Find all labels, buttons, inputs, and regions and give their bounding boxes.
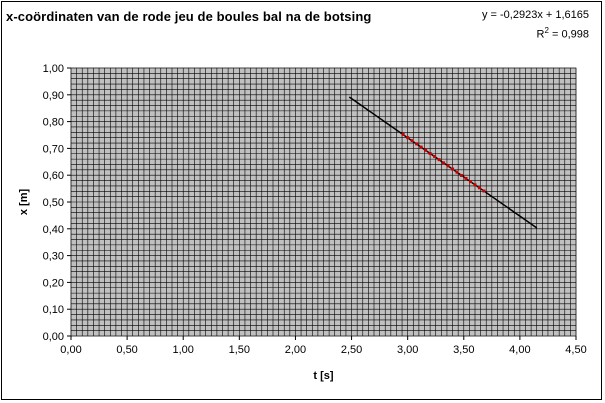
x-tick-label: 2,00	[285, 344, 306, 356]
data-point	[401, 132, 405, 136]
data-point	[477, 186, 481, 190]
trendline-equation: y = -0,2923x + 1,6165 R2 = 0,998	[482, 8, 589, 43]
data-point	[455, 170, 459, 174]
y-axis-label: x [m]	[18, 189, 30, 216]
data-point	[415, 142, 419, 146]
data-point	[424, 148, 428, 152]
y-tick-label: 0,70	[43, 143, 64, 155]
y-tick-label: 0,30	[43, 251, 64, 263]
data-point	[460, 173, 464, 177]
x-tick-label: 3,50	[453, 344, 474, 356]
y-tick-label: 1,00	[43, 63, 64, 75]
y-tick-label: 0,60	[43, 170, 64, 182]
x-tick-label: 1,50	[229, 344, 250, 356]
x-tick-label: 2,50	[341, 344, 362, 356]
data-point	[446, 164, 450, 168]
data-point	[473, 183, 477, 187]
data-point	[451, 167, 455, 171]
x-tick-label: 4,50	[565, 344, 586, 356]
y-tick-label: 0,40	[43, 224, 64, 236]
y-tick-label: 0,10	[43, 304, 64, 316]
data-point	[419, 145, 423, 149]
x-tick-label: 0,00	[60, 344, 81, 356]
x-tick-label: 4,00	[509, 344, 530, 356]
r-squared-value: = 0,998	[548, 28, 589, 41]
data-point	[437, 158, 441, 162]
y-tick-label: 0,90	[43, 90, 64, 102]
data-point	[406, 136, 410, 140]
data-point	[482, 189, 486, 193]
grid	[70, 67, 577, 337]
data-point	[442, 161, 446, 165]
r-squared-label: R	[536, 28, 545, 41]
trendline-equation-text: y = -0,2923x + 1,6165	[481, 9, 589, 21]
r-squared-sup: 2	[544, 26, 549, 35]
x-tick-label: 1,00	[173, 344, 194, 356]
data-points	[401, 132, 486, 193]
data-point	[433, 154, 437, 158]
y-tick-label: 0,80	[43, 117, 64, 129]
y-tick-label: 0,00	[43, 331, 64, 343]
y-tick-label: 0,20	[43, 277, 64, 289]
data-point	[428, 151, 432, 155]
r-squared-text: R2 = 0,998	[482, 23, 589, 43]
data-point	[410, 139, 414, 143]
data-point	[464, 176, 468, 180]
chart-title: x-coördinaten van de rode jeu de boules …	[6, 9, 372, 24]
x-axis-label: t [s]	[313, 370, 334, 382]
x-tick-label: 0,50	[116, 344, 137, 356]
data-point	[469, 180, 473, 184]
y-tick-label: 0,50	[43, 197, 64, 209]
tick-labels: 0,00 0,50 1,00 1,50 2,00 2,50 3,00 3,50 4,00 4,50…	[43, 63, 587, 356]
x-tick-label: 3,00	[397, 344, 418, 356]
